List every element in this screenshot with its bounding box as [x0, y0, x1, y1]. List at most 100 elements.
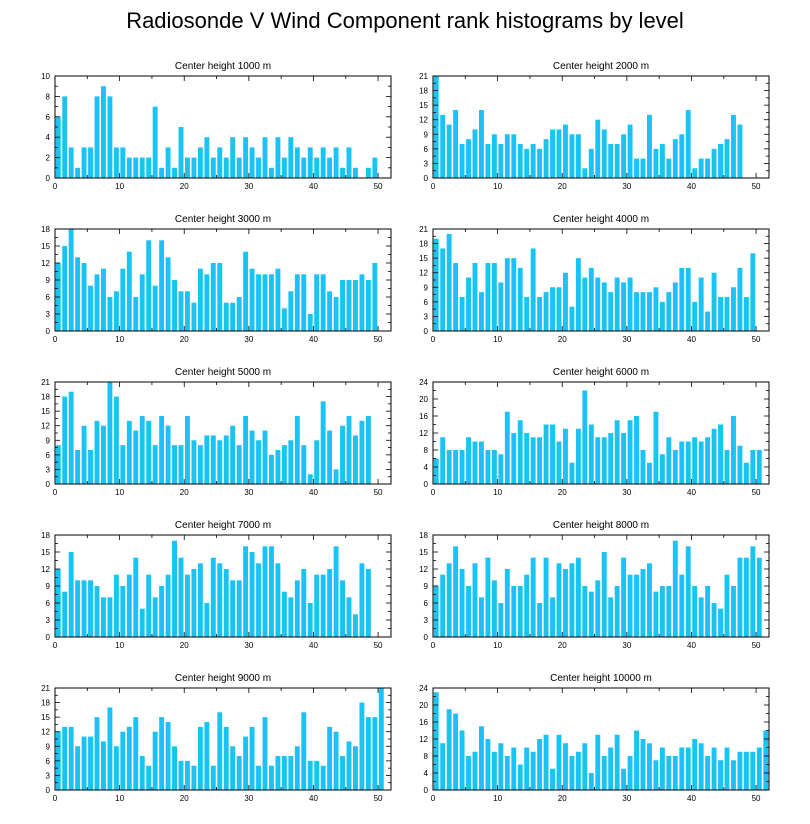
bar-26 — [601, 437, 607, 484]
bar-40 — [692, 739, 698, 790]
y-tick-label: 3 — [46, 771, 51, 780]
y-tick-label: 0 — [46, 327, 51, 336]
bar-39 — [685, 441, 691, 484]
bar-45 — [724, 747, 730, 790]
bar-9 — [491, 134, 497, 178]
bar-20 — [563, 743, 568, 790]
bar-13 — [517, 586, 523, 637]
bar-22 — [197, 726, 203, 790]
bar-31 — [634, 292, 639, 331]
bar-43 — [333, 731, 339, 790]
bar-36 — [666, 437, 672, 484]
x-tick-label: 50 — [374, 335, 383, 344]
bar-27 — [608, 144, 614, 178]
bar-34 — [275, 268, 281, 331]
bar-16 — [537, 437, 543, 484]
bar-45 — [346, 741, 352, 790]
bar-29 — [621, 557, 627, 637]
bar-49 — [750, 253, 756, 331]
y-tick-label: 8 — [46, 92, 51, 101]
bar-39 — [307, 760, 313, 790]
bar-13 — [139, 756, 145, 790]
bar-20 — [563, 124, 568, 178]
bar-31 — [256, 274, 261, 331]
bar-15 — [530, 144, 536, 178]
x-tick-label: 10 — [493, 182, 502, 191]
bar-34 — [653, 760, 659, 790]
bar-24 — [588, 591, 594, 637]
bar-31 — [634, 730, 639, 790]
bar-24 — [588, 267, 594, 331]
bar-33 — [269, 274, 274, 331]
bar-6 — [472, 263, 478, 331]
bar-15 — [530, 248, 536, 331]
bar-47 — [359, 274, 365, 331]
bar-27 — [608, 292, 614, 331]
bar-47 — [359, 702, 365, 790]
bar-5 — [88, 147, 93, 178]
x-tick-label: 30 — [622, 641, 631, 650]
bar-29 — [621, 768, 627, 790]
bar-36 — [666, 158, 672, 178]
bar-27 — [608, 747, 614, 790]
y-tick-label: 21 — [41, 684, 50, 693]
y-tick-label: 18 — [419, 531, 428, 540]
bar-3 — [453, 263, 459, 331]
bar-10 — [498, 603, 504, 637]
bar-42 — [705, 756, 711, 790]
bar-25 — [217, 563, 223, 637]
bar-42 — [705, 311, 711, 331]
bar-4 — [459, 297, 465, 331]
bar-28 — [236, 297, 242, 331]
bar-31 — [256, 440, 261, 484]
bar-3 — [75, 450, 81, 484]
y-tick-label: 15 — [41, 242, 50, 251]
bar-41 — [698, 277, 704, 331]
bar-18 — [172, 746, 177, 790]
bar-12 — [511, 433, 517, 484]
bar-8 — [107, 297, 113, 331]
y-tick-label: 6 — [424, 298, 429, 307]
x-tick-label: 30 — [244, 335, 253, 344]
bar-46 — [731, 586, 736, 637]
bar-33 — [269, 454, 274, 484]
y-tick-label: 0 — [424, 327, 429, 336]
bar-11 — [126, 420, 132, 484]
bar-1 — [62, 396, 68, 484]
bar-41 — [320, 274, 326, 331]
x-tick-label: 10 — [115, 794, 124, 803]
bar-6 — [94, 717, 100, 790]
y-tick-label: 15 — [41, 713, 50, 722]
bar-20 — [185, 760, 190, 790]
y-tick-label: 6 — [46, 451, 51, 460]
bar-25 — [217, 440, 223, 484]
bar-40 — [314, 157, 320, 178]
bar-50 — [378, 688, 384, 790]
y-tick-label: 15 — [41, 548, 50, 557]
bar-7 — [101, 741, 106, 790]
bar-30 — [249, 552, 255, 637]
bar-42 — [705, 158, 711, 178]
x-tick-label: 20 — [558, 182, 567, 191]
y-tick-label: 8 — [424, 446, 429, 455]
y-tick-label: 24 — [419, 684, 428, 693]
bar-39 — [685, 747, 691, 790]
bar-9 — [113, 746, 119, 790]
bar-18 — [550, 287, 555, 331]
x-tick-label: 40 — [687, 641, 696, 650]
bar-3 — [75, 257, 81, 331]
histogram-panel-7: Center height 8000 m 0 10 20 30 40 50 0 3 6 9 12 15 1… — [419, 520, 770, 650]
bar-36 — [288, 597, 294, 637]
bar-43 — [711, 272, 717, 331]
bar-24 — [210, 765, 216, 790]
bar-39 — [685, 546, 691, 637]
bar-30 — [249, 268, 255, 331]
bar-27 — [230, 746, 236, 790]
bar-24 — [588, 773, 594, 790]
bar-25 — [595, 734, 601, 790]
y-tick-label: 4 — [424, 769, 429, 778]
y-tick-label: 6 — [46, 113, 51, 122]
bar-15 — [152, 597, 158, 637]
bar-14 — [146, 240, 152, 331]
bar-22 — [197, 268, 203, 331]
